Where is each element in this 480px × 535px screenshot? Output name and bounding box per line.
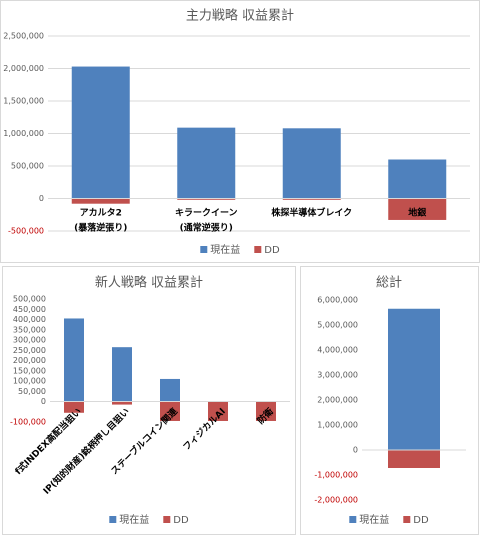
y-tick-label: 4,000,000 (317, 346, 358, 355)
legend: 現在益 DD (109, 513, 189, 526)
legend-label: 現在益 (359, 513, 389, 526)
bar (112, 347, 132, 402)
bar (388, 198, 447, 220)
y-tick-label: 500,000 (11, 162, 44, 171)
bar (160, 401, 180, 421)
y-tick-label: -2,000,000 (314, 496, 358, 505)
y-tick-label: -1,000,000 (314, 471, 358, 480)
y-tick-label: 0 (41, 397, 46, 406)
y-tick-label: 1,000,000 (3, 129, 44, 138)
bar (64, 401, 84, 413)
y-tick-label: 5,000,000 (317, 321, 358, 330)
legend: 現在益 DD (349, 513, 429, 526)
y-tick-label: 1,500,000 (3, 97, 44, 106)
bar (208, 401, 228, 421)
y-tick-label: 3,000,000 (317, 371, 358, 380)
y-tick-label: 350,000 (13, 325, 46, 334)
bar (160, 378, 180, 402)
y-tick-label: 2,000,000 (317, 396, 358, 405)
bar (388, 308, 440, 450)
x-tick-label: 地銀 (408, 207, 426, 219)
bar (388, 159, 447, 199)
y-tick-label: 100,000 (13, 377, 46, 386)
legend-label: DD (264, 245, 280, 256)
x-tick-label: キラークイーン (175, 208, 238, 219)
legend-swatch (109, 516, 117, 523)
legend-label: DD (173, 515, 189, 526)
x-tick-label: (通常逆張り) (180, 222, 233, 234)
y-tick-label: 300,000 (13, 336, 46, 345)
bar (177, 198, 236, 200)
legend-label: 現在益 (119, 513, 149, 526)
y-tick-label: 450,000 (13, 305, 46, 314)
y-tick-label: 250,000 (13, 346, 46, 355)
bar (282, 128, 341, 199)
legend-label: 現在益 (210, 243, 240, 256)
chart-title: 新人戦略 収益累計 (95, 275, 203, 291)
bar (282, 198, 341, 200)
legend-swatch (254, 246, 262, 253)
y-tick-label: 200,000 (13, 356, 46, 365)
bar (256, 401, 276, 421)
y-tick-label: 2,500,000 (3, 32, 44, 41)
x-tick-label: (暴落逆張り) (74, 222, 127, 234)
y-tick-label: 0 (353, 446, 358, 455)
bar (112, 401, 132, 405)
chart-title: 総計 (376, 275, 402, 291)
legend-swatch (163, 516, 171, 523)
y-tick-label: 500,000 (13, 295, 46, 304)
y-tick-label: -500,000 (8, 227, 44, 236)
y-tick-label: 1,000,000 (317, 421, 358, 430)
y-tick-label: 0 (39, 194, 44, 203)
panel (2, 266, 296, 535)
y-tick-label: 150,000 (13, 366, 46, 375)
legend-swatch (200, 246, 208, 253)
bar (177, 127, 236, 199)
bar (64, 318, 84, 402)
bar (71, 66, 130, 199)
legend-label: DD (413, 515, 429, 526)
bar (388, 450, 440, 468)
x-tick-label: アカルタ2 (80, 207, 122, 219)
bar (71, 198, 130, 204)
y-tick-label: -100,000 (10, 418, 46, 427)
legend: 現在益 DD (200, 243, 280, 256)
legend-swatch (349, 516, 357, 523)
x-tick-label: 株探半導体ブレイク (271, 207, 352, 219)
y-tick-label: 400,000 (13, 315, 46, 324)
chart-title: 主力戦略 収益累計 (186, 8, 294, 24)
y-tick-label: 50,000 (18, 387, 46, 396)
y-tick-label: 6,000,000 (317, 296, 358, 305)
y-tick-label: 2,000,000 (3, 64, 44, 73)
legend-swatch (403, 516, 411, 523)
